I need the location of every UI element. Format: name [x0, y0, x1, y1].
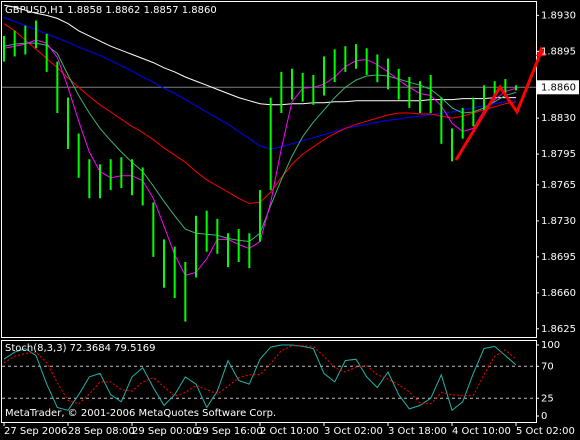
x-tick-label: 28 Sep 08:00: [68, 426, 135, 437]
x-tick-label: 4 Oct 10:00: [452, 426, 511, 437]
stoch-line: [3, 344, 517, 412]
y-tick-label: 1.8895: [541, 46, 576, 57]
x-tick-label: 3 Oct 18:00: [388, 426, 447, 437]
stoch-title: Stoch(8,3,3) 72.3684 79.5169: [5, 343, 156, 354]
y-tick-label: 1.8765: [541, 180, 576, 191]
main-panel-frame: [1, 1, 537, 338]
y-tick-label: 0: [541, 411, 547, 422]
current-price-box: [537, 80, 579, 95]
y-tick-label: 100: [541, 340, 560, 351]
x-tick-label: 29 Sep 00:00: [132, 426, 199, 437]
x-tick-label: 5 Oct 02:00: [516, 426, 575, 437]
y-tick-label: 1.8730: [541, 216, 576, 227]
y-tick-label: 1.8795: [541, 149, 576, 160]
y-tick-label: 25: [541, 393, 554, 404]
x-tick-label: 2 Oct 10:00: [260, 426, 319, 437]
x-tick-label: 27 Sep 2006: [4, 426, 67, 437]
forecast-arrow: [454, 51, 543, 161]
moving-average: [3, 16, 517, 150]
y-tick-label: 1.8830: [541, 113, 576, 124]
copyright: MetaTrader, © 2001-2006 MetaQuotes Softw…: [5, 408, 276, 419]
y-tick-label: 1.8625: [541, 324, 576, 335]
x-tick-label: 3 Oct 02:00: [324, 426, 383, 437]
stoch-panel-frame: [1, 340, 537, 423]
y-tick-label: 70: [541, 361, 554, 372]
chart-title: GBPUSD,H1 1.8858 1.8862 1.8857 1.8860: [5, 5, 217, 16]
y-tick-label: 1.8930: [541, 10, 576, 21]
y-tick-label: 1.8695: [541, 252, 576, 263]
stoch-line: [3, 345, 517, 405]
x-tick-label: 29 Sep 16:00: [196, 426, 263, 437]
forecast-arrow-head: [536, 46, 546, 56]
current-price-label: 1.8860: [541, 82, 576, 93]
y-tick-label: 1.8660: [541, 288, 576, 299]
